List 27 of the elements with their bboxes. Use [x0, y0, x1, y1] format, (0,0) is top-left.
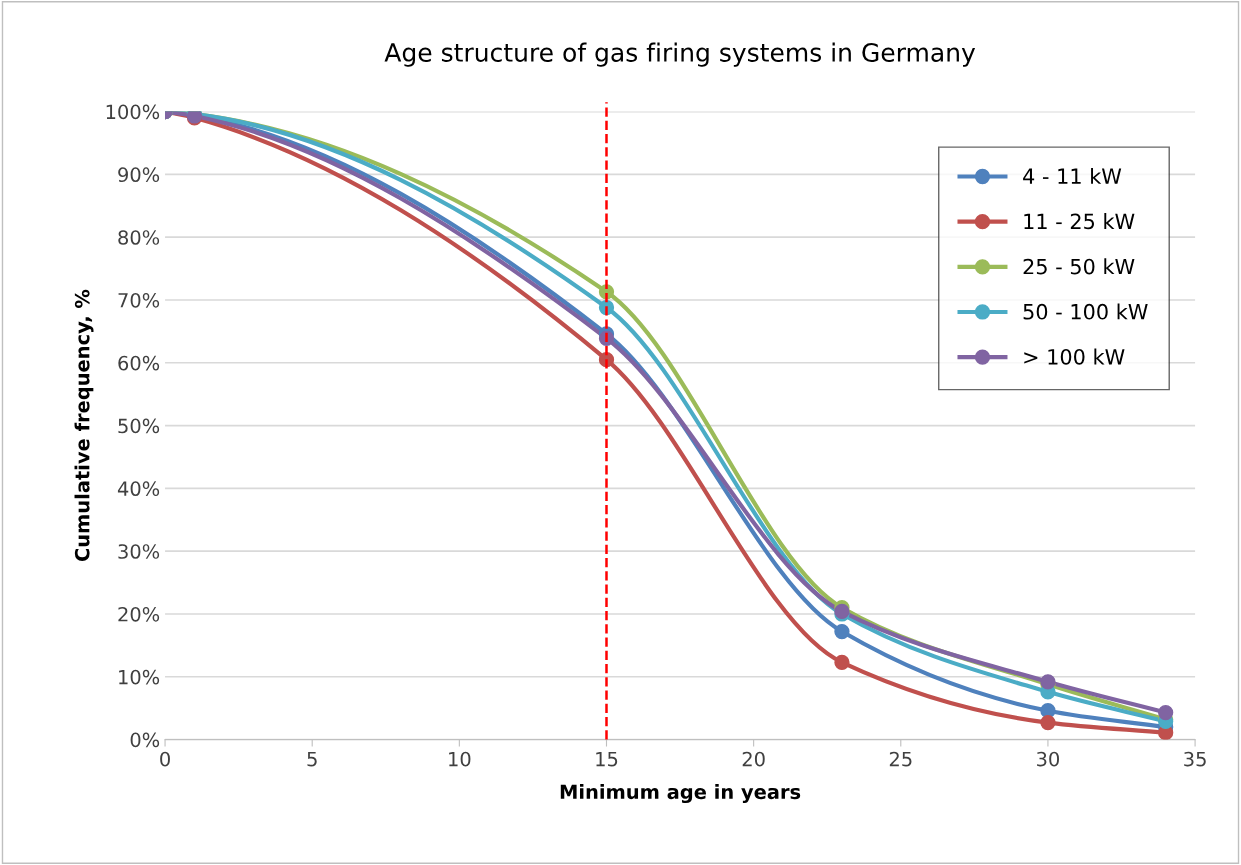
y-tick-label: 40% — [117, 481, 160, 497]
legend-label: > 100 kW — [1024, 348, 1125, 365]
x-tick-label: 25 — [889, 751, 912, 767]
y-tick-label: 50% — [118, 418, 160, 434]
y-tick-label: 30% — [118, 544, 160, 559]
y-tick-label: 10% — [119, 669, 160, 685]
y-tick-label: 100% — [106, 104, 160, 120]
y-tick-label: 90% — [118, 167, 160, 183]
legend-label: 11 - 25 kW — [1024, 213, 1135, 230]
y-axis-title: Cumulative frequency, % — [74, 289, 94, 562]
legend-label: 25 - 50 kW — [1023, 258, 1135, 275]
x-tick-label: 20 — [742, 751, 765, 767]
x-tick-label: 30 — [1037, 751, 1060, 767]
y-tick-label: 20% — [118, 606, 160, 622]
y-tick-label: 70% — [118, 292, 160, 308]
legend-label: 4 - 11 kW — [1023, 167, 1122, 184]
y-tick-label: 0% — [130, 732, 160, 748]
y-tick-label: 80% — [118, 230, 160, 245]
x-tick-label: 5 — [307, 751, 317, 767]
x-tick-label: 35 — [1184, 751, 1206, 767]
x-tick-label: 15 — [596, 751, 618, 767]
x-axis-title: Minimum age in years — [560, 784, 801, 804]
y-tick-label: 60% — [118, 355, 160, 371]
x-tick-label: 0 — [160, 751, 170, 767]
chart-title: Age structure of gas firing systems in Germany — [384, 42, 976, 67]
legend-label: 50 - 100 kW — [1023, 303, 1148, 320]
x-tick-label: 10 — [449, 751, 471, 767]
